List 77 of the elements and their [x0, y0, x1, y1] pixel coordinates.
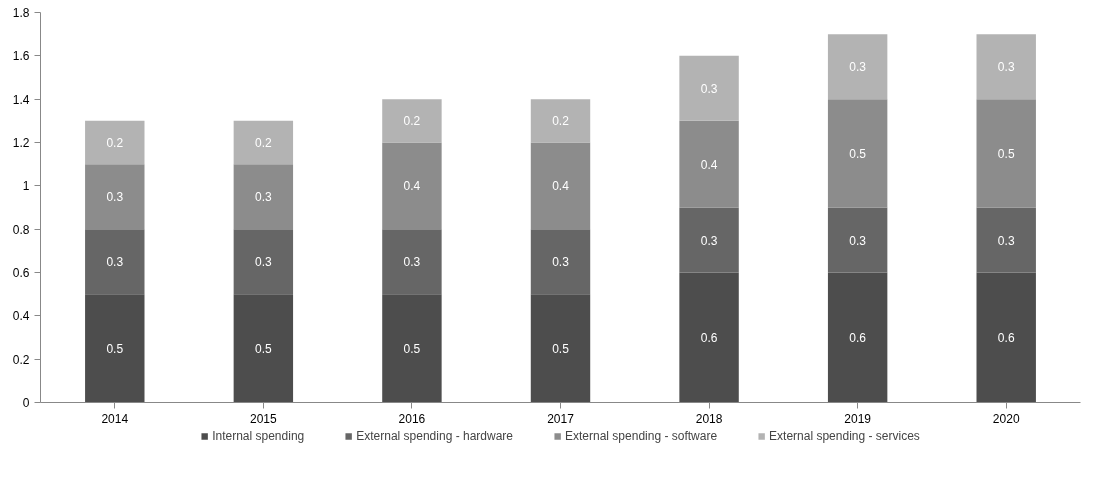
data-label: 0.4 — [700, 157, 718, 172]
data-label: 0.3 — [849, 60, 867, 75]
bar — [233, 294, 294, 403]
x-tick-label: 2016 — [398, 411, 426, 426]
data-label: 0.3 — [106, 190, 124, 205]
y-tick-label: 0.6 — [12, 266, 30, 280]
data-label: 0.3 — [700, 233, 718, 248]
data-label: 0.3 — [997, 233, 1015, 248]
bar — [976, 34, 1036, 100]
data-label: 0.2 — [403, 114, 421, 129]
legend-label: Internal spending — [212, 429, 305, 443]
data-label: 0.5 — [552, 341, 570, 356]
bar — [530, 294, 591, 403]
bar — [530, 229, 591, 295]
bar — [233, 229, 294, 295]
data-label: 0.3 — [255, 190, 273, 205]
data-label: 0.3 — [106, 255, 124, 270]
bar — [827, 34, 888, 100]
data-label: 0.2 — [106, 136, 124, 150]
bar — [679, 55, 739, 121]
y-tick-label: 1.4 — [12, 92, 30, 107]
bar — [530, 99, 591, 143]
bar — [976, 99, 1036, 208]
bar — [530, 142, 591, 230]
data-label: 0.6 — [849, 331, 867, 345]
y-tick-label: 1.2 — [12, 136, 30, 150]
legend-label: External spending - services — [769, 429, 920, 443]
y-tick-label: 0.8 — [12, 222, 30, 237]
data-label: 0.3 — [255, 255, 273, 270]
y-tick-label: 1.8 — [12, 6, 30, 20]
y-tick-label: 0 — [22, 396, 30, 410]
bar — [382, 142, 442, 230]
bar — [382, 294, 442, 403]
bar — [233, 120, 294, 165]
legend-label: External spending - hardware — [356, 429, 513, 443]
x-tick-label: 2015 — [250, 411, 278, 426]
bar — [679, 272, 739, 403]
bar — [85, 294, 145, 403]
legend-label: External spending - software — [565, 429, 718, 443]
data-label: 0.5 — [849, 146, 867, 161]
y-tick-label: 0.2 — [12, 352, 30, 367]
data-label: 0.3 — [849, 233, 867, 248]
y-tick-label: 1.6 — [12, 49, 30, 64]
bar — [85, 229, 145, 295]
x-tick-label: 2017 — [547, 411, 575, 426]
data-label: 0.5 — [255, 341, 273, 356]
data-label: 0.2 — [552, 114, 570, 129]
bar — [976, 207, 1036, 273]
bar — [827, 99, 888, 208]
bar — [85, 164, 145, 230]
data-label: 0.2 — [255, 136, 273, 150]
bar — [976, 272, 1036, 403]
bar — [827, 272, 888, 403]
data-label: 0.3 — [403, 255, 421, 270]
data-label: 0.4 — [552, 179, 570, 194]
data-label: 0.3 — [700, 81, 718, 96]
y-tick-label: 1 — [22, 179, 30, 194]
bar — [679, 207, 739, 273]
bar — [382, 99, 442, 143]
data-label: 0.3 — [997, 60, 1015, 75]
data-label: 0.6 — [700, 331, 718, 345]
y-tick-label: 0.4 — [12, 309, 30, 324]
bar — [382, 229, 442, 295]
x-tick-label: 2018 — [695, 411, 723, 426]
x-tick-label: 2014 — [101, 411, 129, 426]
data-label: 0.5 — [997, 146, 1015, 161]
data-label: 0.5 — [403, 341, 421, 356]
data-label: 0.6 — [997, 331, 1015, 345]
x-tick-label: 2020 — [992, 411, 1020, 426]
bar — [827, 207, 888, 273]
data-label: 0.3 — [552, 255, 570, 270]
bar — [679, 120, 739, 208]
bar — [233, 164, 294, 230]
bar — [85, 120, 145, 165]
data-label: 0.5 — [106, 341, 124, 356]
x-tick-label: 2019 — [844, 411, 872, 426]
data-label: 0.4 — [403, 179, 421, 194]
